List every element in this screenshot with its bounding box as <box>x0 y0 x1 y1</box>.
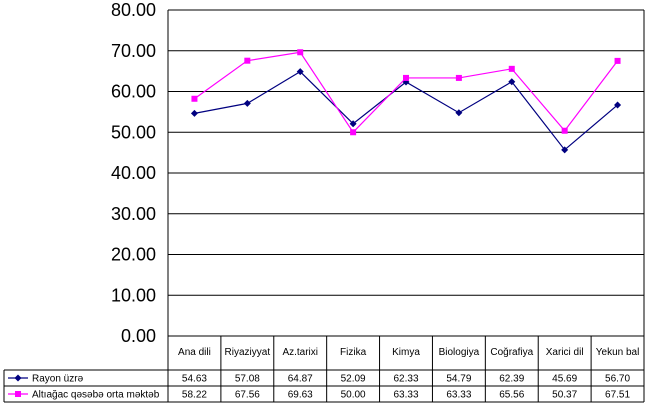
category-label: Xarici dil <box>546 347 584 358</box>
y-tick-label: 20.00 <box>111 245 156 265</box>
category-label: Fizika <box>340 347 367 358</box>
data-value-cell: 50.00 <box>341 390 366 401</box>
data-point <box>508 78 516 86</box>
data-value-cell: 62.33 <box>393 374 418 385</box>
data-point <box>190 109 198 117</box>
category-label: Kimya <box>392 347 420 358</box>
data-point <box>244 57 251 64</box>
data-point <box>561 146 569 154</box>
data-value-cell: 63.33 <box>446 390 471 401</box>
data-point <box>508 65 515 72</box>
data-table: Ana dili Riyaziyyat Az.tarixi Fizika Kimya Bi… <box>3 336 645 403</box>
y-tick-label: 40.00 <box>111 163 156 183</box>
data-value-cell: 54.79 <box>446 374 471 385</box>
data-value-cell: 56.70 <box>605 374 630 385</box>
data-point <box>403 74 409 81</box>
data-point <box>455 109 463 117</box>
data-point <box>243 99 251 107</box>
y-tick-label: 80.00 <box>111 0 156 20</box>
data-point <box>191 95 198 102</box>
data-value-cell: 62.39 <box>499 374 524 385</box>
gridlines <box>168 9 644 337</box>
data-value-cell: 64.87 <box>288 374 313 385</box>
y-tick-label: 50.00 <box>111 122 156 142</box>
category-label: Yekun bal <box>596 347 640 358</box>
category-label: Riyaziyyat <box>225 347 271 358</box>
data-point <box>349 120 357 128</box>
legend-marker <box>15 391 21 397</box>
y-tick-label: 60.00 <box>111 82 156 102</box>
data-value-cell: 67.56 <box>235 390 260 401</box>
data-value-cell: 69.63 <box>288 390 313 401</box>
series-name: Rayon üzrə <box>32 374 84 385</box>
data-point <box>296 68 304 76</box>
data-point <box>297 49 304 56</box>
data-value-cell: 45.69 <box>552 374 577 385</box>
data-point <box>561 127 568 134</box>
data-point <box>350 129 357 136</box>
data-value-cell: 54.63 <box>182 374 207 385</box>
legend-marker <box>14 374 22 382</box>
y-tick-label: 0.00 <box>121 326 156 346</box>
data-point <box>614 57 621 64</box>
data-point <box>614 101 622 109</box>
y-tick-label: 70.00 <box>111 41 156 61</box>
y-tick-label: 10.00 <box>111 285 156 305</box>
category-label: Biologiya <box>439 347 480 358</box>
y-axis-ticks: 0.00 10.00 20.00 30.00 40.00 50.00 60.00 70.00 8… <box>111 0 156 346</box>
series-layer <box>190 49 622 154</box>
series-name: Altıağac qəsəbə orta məktəb <box>32 390 160 401</box>
category-label: Coğrafiya <box>490 347 533 358</box>
data-value-cell: 67.51 <box>605 390 630 401</box>
plot-axes <box>167 10 645 337</box>
data-value-cell: 58.22 <box>182 390 207 401</box>
y-tick-label: 30.00 <box>111 204 156 224</box>
series-line-2 <box>194 51 619 134</box>
data-value-cell: 63.33 <box>393 390 418 401</box>
category-label: Ana dili <box>178 347 211 358</box>
data-value-cell: 52.09 <box>341 374 366 385</box>
data-point <box>455 74 462 81</box>
data-value-cell: 57.08 <box>235 374 260 385</box>
data-value-cell: 50.37 <box>552 390 577 401</box>
category-label: Az.tarixi <box>282 347 318 358</box>
data-value-cell: 65.56 <box>499 390 524 401</box>
